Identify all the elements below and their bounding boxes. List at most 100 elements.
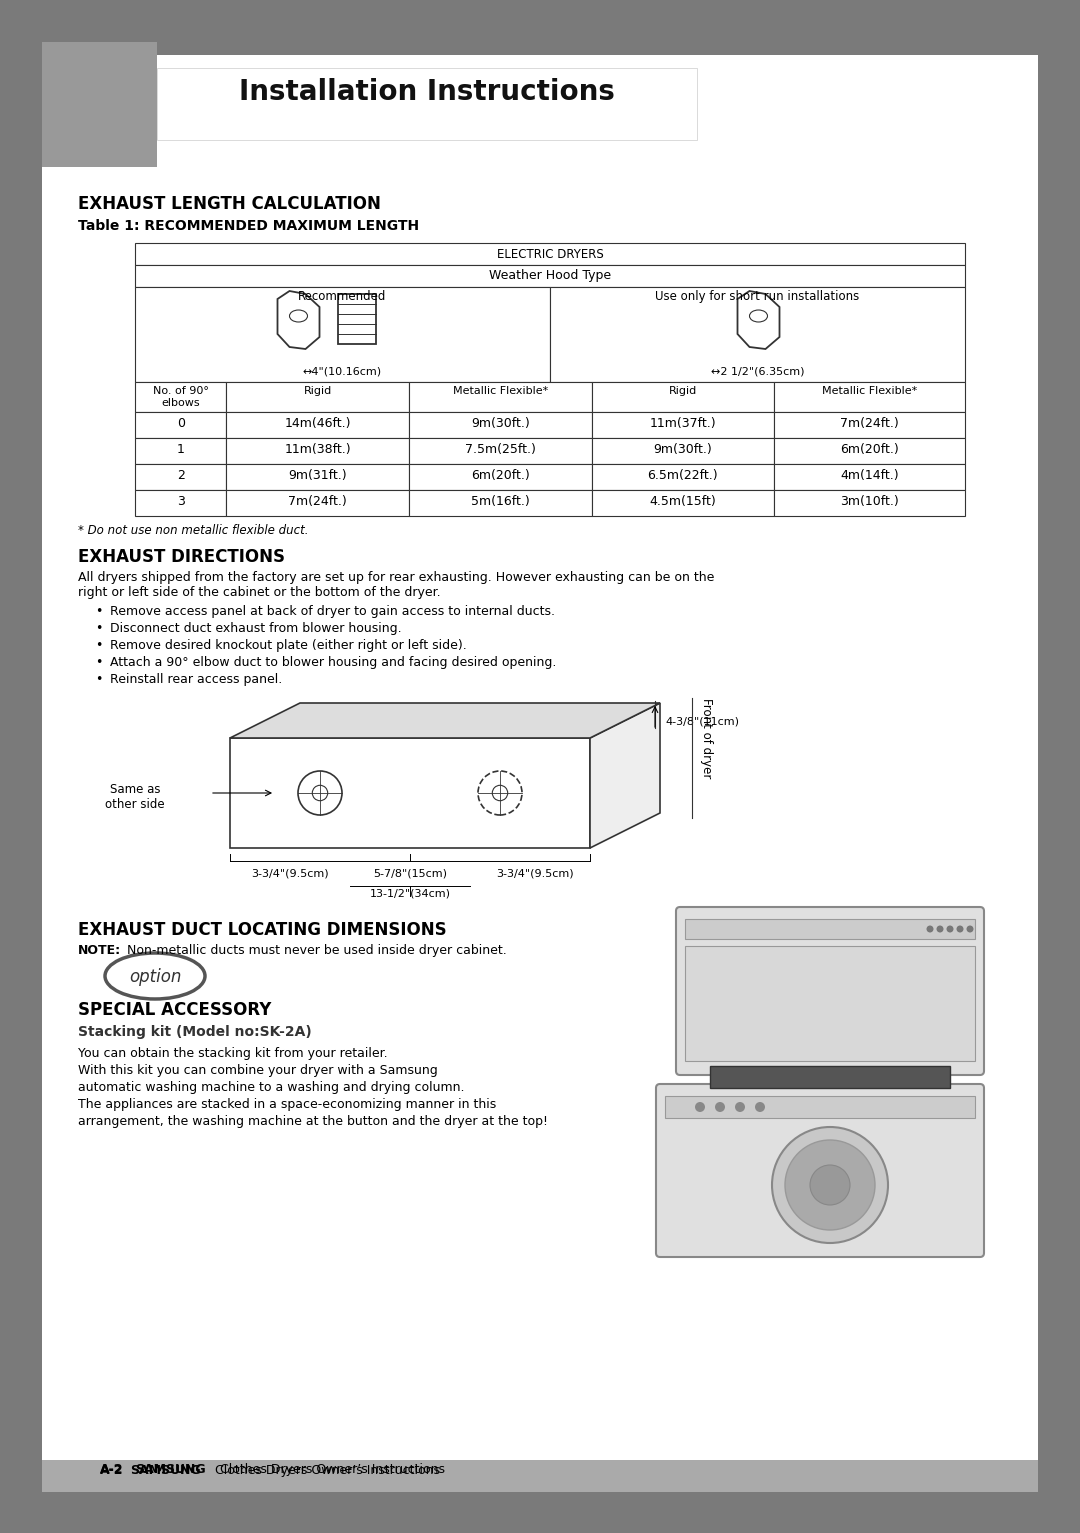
Text: Reinstall rear access panel.: Reinstall rear access panel. bbox=[110, 673, 282, 685]
Text: 7m(24ft.): 7m(24ft.) bbox=[288, 495, 347, 507]
Text: •: • bbox=[95, 622, 103, 635]
Text: EXHAUST LENGTH CALCULATION: EXHAUST LENGTH CALCULATION bbox=[78, 195, 381, 213]
Text: 2: 2 bbox=[177, 469, 185, 481]
Circle shape bbox=[927, 926, 933, 932]
Text: Clothes Dryers Owner’s Instructions: Clothes Dryers Owner’s Instructions bbox=[215, 1464, 440, 1476]
Bar bbox=[157, 67, 697, 140]
Bar bbox=[230, 737, 590, 848]
Circle shape bbox=[785, 1141, 875, 1229]
Text: A-2: A-2 bbox=[100, 1462, 123, 1476]
Text: 13-1/2"(34cm): 13-1/2"(34cm) bbox=[369, 889, 450, 898]
FancyBboxPatch shape bbox=[676, 908, 984, 1075]
Text: Non-metallic ducts must never be used inside dryer cabinet.: Non-metallic ducts must never be used in… bbox=[127, 944, 507, 957]
Text: 9m(30ft.): 9m(30ft.) bbox=[653, 443, 712, 455]
Text: No. of 90°
elbows: No. of 90° elbows bbox=[152, 386, 208, 408]
Bar bbox=[592, 412, 774, 438]
Text: SAMSUNG: SAMSUNG bbox=[130, 1464, 201, 1476]
Bar bbox=[42, 1459, 1038, 1492]
Text: •: • bbox=[95, 639, 103, 652]
Text: Same as
other side: Same as other side bbox=[105, 783, 165, 811]
Bar bbox=[135, 464, 227, 491]
Text: 4m(14ft.): 4m(14ft.) bbox=[840, 469, 899, 481]
Circle shape bbox=[936, 926, 944, 932]
Bar bbox=[135, 244, 966, 265]
Text: SPECIAL ACCESSORY: SPECIAL ACCESSORY bbox=[78, 1001, 271, 1019]
Text: ↔2 1/2"(6.35cm): ↔2 1/2"(6.35cm) bbox=[711, 366, 805, 376]
Text: Use only for short run installations: Use only for short run installations bbox=[656, 290, 860, 304]
Bar bbox=[227, 412, 409, 438]
Bar bbox=[135, 412, 227, 438]
Text: 3m(10ft.): 3m(10ft.) bbox=[840, 495, 899, 507]
Text: * Do not use non metallic flexible duct.: * Do not use non metallic flexible duct. bbox=[78, 524, 309, 537]
Text: 11m(37ft.): 11m(37ft.) bbox=[649, 417, 716, 429]
Bar bbox=[774, 491, 966, 517]
Text: SAMSUNG: SAMSUNG bbox=[135, 1462, 205, 1476]
Bar bbox=[409, 382, 592, 412]
Text: 0: 0 bbox=[177, 417, 185, 429]
Text: Recommended: Recommended bbox=[298, 290, 387, 304]
Bar bbox=[550, 287, 966, 382]
Text: Remove access panel at back of dryer to gain access to internal ducts.: Remove access panel at back of dryer to … bbox=[110, 606, 555, 618]
Bar bbox=[409, 412, 592, 438]
Text: All dryers shipped from the factory are set up for rear exhausting. However exha: All dryers shipped from the factory are … bbox=[78, 570, 714, 599]
FancyBboxPatch shape bbox=[656, 1084, 984, 1257]
Text: •: • bbox=[95, 606, 103, 618]
Bar bbox=[409, 464, 592, 491]
Text: 6.5m(22ft.): 6.5m(22ft.) bbox=[648, 469, 718, 481]
Text: Installation Instructions: Installation Instructions bbox=[239, 78, 615, 106]
Text: Metallic Flexible*: Metallic Flexible* bbox=[453, 386, 548, 396]
Text: 14m(46ft.): 14m(46ft.) bbox=[284, 417, 351, 429]
Text: Weather Hood Type: Weather Hood Type bbox=[489, 268, 611, 282]
Text: 6m(20ft.): 6m(20ft.) bbox=[471, 469, 529, 481]
Bar bbox=[227, 382, 409, 412]
Circle shape bbox=[967, 926, 973, 932]
Text: 4-3/8"(11cm): 4-3/8"(11cm) bbox=[665, 716, 739, 727]
Circle shape bbox=[715, 1102, 725, 1111]
Text: 5m(16ft.): 5m(16ft.) bbox=[471, 495, 529, 507]
Bar bbox=[227, 491, 409, 517]
Text: 9m(31ft.): 9m(31ft.) bbox=[288, 469, 347, 481]
Bar bbox=[774, 438, 966, 464]
Text: •: • bbox=[95, 673, 103, 685]
Polygon shape bbox=[590, 704, 660, 848]
Bar bbox=[710, 1065, 950, 1088]
Text: EXHAUST DUCT LOCATING DIMENSIONS: EXHAUST DUCT LOCATING DIMENSIONS bbox=[78, 921, 447, 940]
Bar bbox=[227, 464, 409, 491]
Bar bbox=[592, 382, 774, 412]
Bar bbox=[665, 1096, 975, 1118]
Bar bbox=[592, 438, 774, 464]
Ellipse shape bbox=[105, 954, 205, 1000]
Text: Clothes Dryers Owner’s Instructions: Clothes Dryers Owner’s Instructions bbox=[220, 1462, 445, 1476]
Text: 4.5m(15ft): 4.5m(15ft) bbox=[649, 495, 716, 507]
Text: ↔4"(10.16cm): ↔4"(10.16cm) bbox=[302, 366, 382, 376]
Text: •: • bbox=[95, 656, 103, 668]
Text: 3-3/4"(9.5cm): 3-3/4"(9.5cm) bbox=[252, 869, 328, 878]
Bar bbox=[409, 491, 592, 517]
Text: NOTE:: NOTE: bbox=[78, 944, 121, 957]
Text: You can obtain the stacking kit from your retailer.: You can obtain the stacking kit from you… bbox=[78, 1047, 388, 1059]
Text: EXHAUST DIRECTIONS: EXHAUST DIRECTIONS bbox=[78, 547, 285, 566]
Text: Front of dryer: Front of dryer bbox=[700, 698, 713, 779]
Text: Attach a 90° elbow duct to blower housing and facing desired opening.: Attach a 90° elbow duct to blower housin… bbox=[110, 656, 556, 668]
Text: 1: 1 bbox=[177, 443, 185, 455]
Text: automatic washing machine to a washing and drying column.: automatic washing machine to a washing a… bbox=[78, 1081, 464, 1095]
Bar bbox=[592, 464, 774, 491]
Bar bbox=[135, 265, 966, 287]
Text: Disconnect duct exhaust from blower housing.: Disconnect duct exhaust from blower hous… bbox=[110, 622, 402, 635]
Text: 5-7/8"(15cm): 5-7/8"(15cm) bbox=[373, 869, 447, 878]
Text: Rigid: Rigid bbox=[669, 386, 697, 396]
Bar bbox=[685, 918, 975, 940]
Bar bbox=[337, 294, 376, 343]
Text: 11m(38ft.): 11m(38ft.) bbox=[284, 443, 351, 455]
Bar bbox=[135, 491, 227, 517]
Text: ELECTRIC DRYERS: ELECTRIC DRYERS bbox=[497, 248, 604, 261]
Text: Table 1: RECOMMENDED MAXIMUM LENGTH: Table 1: RECOMMENDED MAXIMUM LENGTH bbox=[78, 219, 419, 233]
Bar bbox=[592, 491, 774, 517]
Text: option: option bbox=[129, 967, 181, 986]
Bar bbox=[409, 438, 592, 464]
Text: 3: 3 bbox=[177, 495, 185, 507]
Text: 7m(24ft.): 7m(24ft.) bbox=[840, 417, 899, 429]
Text: 6m(20ft.): 6m(20ft.) bbox=[840, 443, 899, 455]
Text: A-2: A-2 bbox=[100, 1464, 123, 1476]
Bar bbox=[135, 438, 227, 464]
